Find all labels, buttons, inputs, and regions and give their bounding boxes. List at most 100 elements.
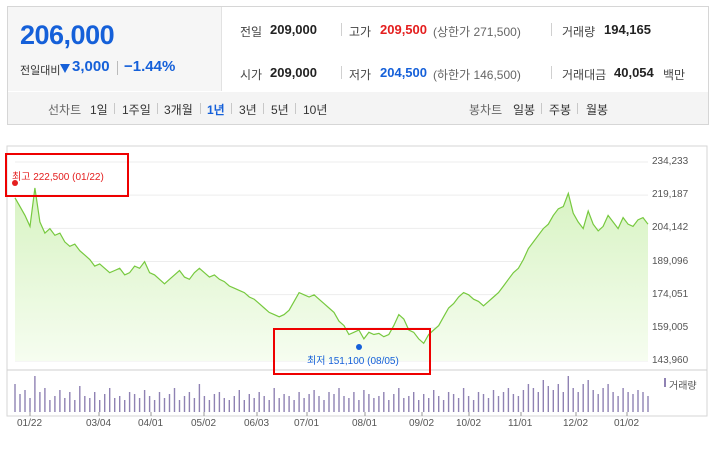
volume-bar <box>143 390 146 412</box>
volume-bar <box>94 392 96 412</box>
volume-bar <box>163 398 166 412</box>
high-marker-dot <box>12 180 18 186</box>
divider <box>551 66 552 79</box>
volume-bar <box>428 398 430 412</box>
volume-bar <box>128 392 131 412</box>
volume-bar <box>537 392 539 412</box>
volume-bar <box>552 390 554 412</box>
volume-bar <box>452 394 455 412</box>
divider <box>114 103 115 114</box>
high-annotation: 최고 222,500 (01/22) <box>12 168 104 183</box>
volume-bar <box>74 400 76 412</box>
volume-bar <box>238 390 240 412</box>
volume-bar <box>14 384 16 412</box>
tab-3years[interactable]: 3년 <box>239 103 257 117</box>
low-value: 204,500 <box>380 65 427 80</box>
amount-value: 40,054 <box>614 65 654 80</box>
lower-limit: (하한가 146,500) <box>433 68 521 82</box>
amount-label: 거래대금 <box>562 68 607 82</box>
volume-bar <box>637 390 639 412</box>
volume-bar <box>482 394 485 412</box>
volume-bar <box>577 392 579 412</box>
prev-close-label: 전일 <box>240 25 263 39</box>
change-value: 3,000 <box>72 58 110 75</box>
volume-bar <box>288 396 290 412</box>
volume-bar <box>433 390 435 412</box>
tab-1week[interactable]: 1주일 <box>122 103 151 117</box>
volume-bar <box>373 398 375 412</box>
volume-bar <box>273 388 275 412</box>
volume-bar <box>572 388 574 412</box>
x-tick-label: 06/03 <box>244 418 270 429</box>
volume-bar <box>413 392 415 412</box>
volume-bar <box>542 380 544 412</box>
volume-bar <box>597 394 599 412</box>
candle-chart-label: 봉차트 <box>469 103 503 117</box>
volume-bar <box>368 394 370 412</box>
tab-3months[interactable]: 3개월 <box>164 103 193 117</box>
y-tick-label: 189,096 <box>652 255 689 267</box>
upper-limit: (상한가 271,500) <box>433 25 521 39</box>
volume-bar <box>447 392 450 412</box>
volume-bar <box>587 380 589 412</box>
change-label: 전일대비 <box>20 65 61 77</box>
tab-monthly[interactable]: 월봉 <box>586 103 609 117</box>
volume-bar <box>173 388 176 412</box>
volume-bar <box>79 386 81 412</box>
low-annotation: 최저 151,100 (08/05) <box>307 352 399 367</box>
high-annotation-value: 222,500 <box>33 172 70 183</box>
volume-bar <box>502 392 505 412</box>
volume-bar <box>582 384 584 412</box>
tab-10years[interactable]: 10년 <box>303 103 328 117</box>
volume-bar <box>89 398 91 412</box>
y-tick-label: 159,005 <box>652 321 689 333</box>
tab-1day[interactable]: 1일 <box>90 103 108 117</box>
volume-bar <box>168 394 171 412</box>
open-label: 시가 <box>240 68 263 82</box>
volume-bar <box>183 396 186 412</box>
tab-1year[interactable]: 1년 <box>207 103 225 117</box>
tab-daily[interactable]: 일봉 <box>513 103 536 117</box>
volume-bar <box>607 384 609 412</box>
volume-bar <box>188 392 191 412</box>
volume-bar <box>492 390 495 412</box>
x-tick-label: 04/01 <box>138 418 164 429</box>
x-tick-label: 12/02 <box>563 418 589 429</box>
volume-bar <box>218 392 221 412</box>
volume-bar <box>64 398 66 412</box>
volume-bar <box>213 394 216 412</box>
volume-bar <box>258 392 260 412</box>
volume-bar <box>24 390 26 412</box>
volume-bar <box>457 398 460 412</box>
volume-bar <box>44 388 46 412</box>
volume-bar <box>19 394 21 412</box>
volume-bar <box>268 400 270 412</box>
low-annotation-label: 최저 <box>307 356 326 367</box>
tab-weekly[interactable]: 주봉 <box>549 103 572 117</box>
x-tick-label: 11/01 <box>508 418 533 429</box>
volume-bar <box>547 386 549 412</box>
volume-bar <box>39 392 41 412</box>
x-tick-label: 05/02 <box>191 418 217 429</box>
y-tick-label: 219,187 <box>652 189 689 201</box>
volume-bar <box>228 400 230 412</box>
high-value: 209,500 <box>380 22 427 37</box>
prev-close-value: 209,000 <box>270 22 317 37</box>
volume-bar <box>612 392 614 412</box>
volume-bar <box>323 400 325 412</box>
volume-bar <box>622 388 624 412</box>
volume-bar <box>353 392 355 412</box>
volume-bar <box>522 390 525 412</box>
volume-bar <box>472 400 475 412</box>
volume-bar <box>338 388 340 412</box>
divider <box>263 103 264 114</box>
divider <box>341 66 342 79</box>
tab-5years[interactable]: 5년 <box>271 103 289 117</box>
volume-bar <box>343 396 345 412</box>
volume-bar <box>592 390 594 412</box>
volume-bar <box>223 398 225 412</box>
volume-bar <box>602 388 604 412</box>
volume-bar <box>487 398 490 412</box>
volume-bar <box>557 384 559 412</box>
